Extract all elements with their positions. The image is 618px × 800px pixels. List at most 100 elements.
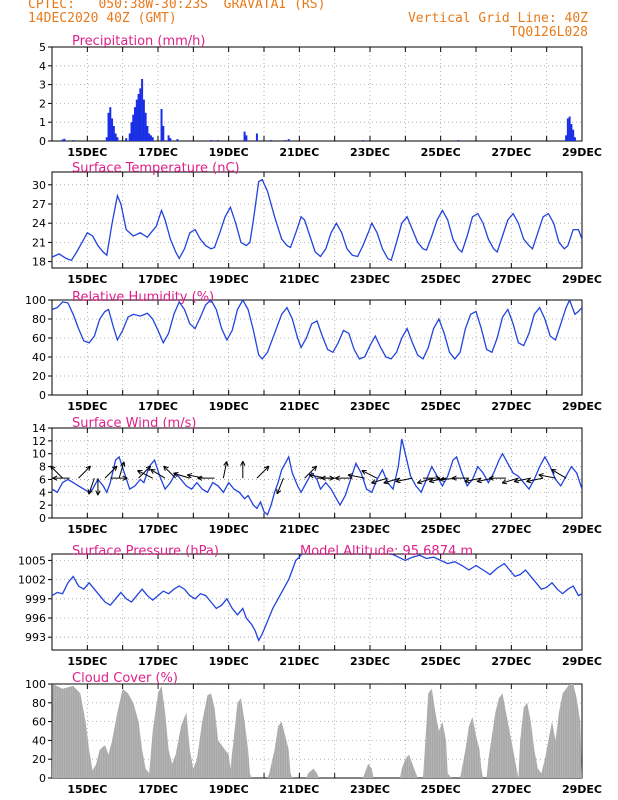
precip-bar <box>141 78 144 141</box>
wind-vector <box>118 461 126 479</box>
wind-vector <box>222 461 229 479</box>
precip-bar <box>160 109 163 141</box>
rh-xtick-label: 17DEC <box>138 400 178 413</box>
wind-vector <box>256 465 270 479</box>
precip-bar <box>137 94 140 141</box>
wind-vector <box>335 475 353 481</box>
precip-ytick-label: 5 <box>39 41 46 54</box>
precip-bar <box>105 137 108 141</box>
cloud-ytick-label: 20 <box>32 753 46 766</box>
wind-ytick-label: 0 <box>39 512 46 525</box>
wind-vector <box>538 473 556 479</box>
precip-bar <box>457 140 460 141</box>
rh-xtick-label: 15DEC <box>67 400 107 413</box>
pressure-ytick-label: 1005 <box>18 554 46 567</box>
precip-bar <box>135 99 138 141</box>
precip-title: Precipitation (mm/h) <box>72 34 205 49</box>
wind-vector <box>416 477 434 485</box>
pressure-ytick-label: 996 <box>25 612 46 625</box>
pressure-ytick-label: 993 <box>25 631 46 644</box>
station-info: CPTEC: 050:38W-30:23S GRAVATAI (RS) <box>28 0 326 12</box>
precip-bar <box>572 129 575 141</box>
pressure-xtick-label: 25DEC <box>421 655 461 668</box>
wind-vector <box>501 477 519 485</box>
pressure-xtick-label: 17DEC <box>138 655 178 668</box>
pressure-title: Surface Pressure (hPa) <box>72 544 219 559</box>
temp-xtick-label: 17DEC <box>138 273 178 286</box>
cloud-xtick-label: 29DEC <box>562 783 602 796</box>
precip-xtick-label: 17DEC <box>138 146 178 159</box>
wind-vector <box>104 465 118 479</box>
wind-vector <box>428 477 447 484</box>
precip-bar <box>270 140 273 141</box>
precip-ytick-label: 0 <box>39 135 46 148</box>
precip-bar <box>149 135 152 141</box>
wind-vector <box>110 475 128 481</box>
cloud-ytick-label: 60 <box>32 716 46 729</box>
wind-xtick-label: 15DEC <box>67 523 107 536</box>
precip-xtick-label: 15DEC <box>67 146 107 159</box>
precip-bar <box>114 133 117 141</box>
cloud-ytick-label: 0 <box>39 772 46 785</box>
wind-xtick-label: 23DEC <box>350 523 390 536</box>
precip-xtick-label: 23DEC <box>350 146 390 159</box>
temp-xtick-label: 19DEC <box>209 273 249 286</box>
precip-bar <box>111 118 114 141</box>
temp-xtick-label: 29DEC <box>562 273 602 286</box>
wind-vector <box>551 468 567 479</box>
pressure-xtick-label: 21DEC <box>279 655 319 668</box>
rh-frame <box>51 299 583 396</box>
precip-bar <box>132 114 135 141</box>
rh-xtick-label: 25DEC <box>421 400 461 413</box>
precip-bar <box>287 139 290 141</box>
rh-ytick-label: 20 <box>32 370 46 383</box>
wind-title: Surface Wind (m/s) <box>72 416 196 431</box>
rh-ytick-label: 0 <box>39 389 46 402</box>
precip-bar <box>128 133 131 141</box>
cloud-xtick-label: 15DEC <box>67 783 107 796</box>
precip-bar <box>148 133 151 141</box>
precip-xtick-label: 25DEC <box>421 146 461 159</box>
rh-title: Relative Humidity (%) <box>72 290 214 305</box>
rh-ytick-label: 40 <box>32 351 46 364</box>
precip-xtick-label: 29DEC <box>562 146 602 159</box>
cloud-xtick-label: 17DEC <box>138 783 178 796</box>
cloud-xtick-label: 23DEC <box>350 783 390 796</box>
precip-bar <box>61 139 64 141</box>
precip-frame <box>51 46 583 142</box>
wind-vector <box>304 465 318 479</box>
pressure-xtick-label: 15DEC <box>67 655 107 668</box>
cloud-title: Cloud Cover (%) <box>72 671 178 686</box>
precip-bar <box>162 125 165 141</box>
cloud-xtick-label: 25DEC <box>421 783 461 796</box>
wind-vector <box>371 477 388 485</box>
precip-bar <box>146 125 149 141</box>
precip-bar <box>361 140 364 141</box>
precip-ytick-label: 4 <box>39 60 46 73</box>
precip-bar <box>112 125 115 141</box>
wind-vector <box>50 465 63 479</box>
temp-ytick-label: 27 <box>32 198 46 211</box>
wind-xtick-label: 29DEC <box>562 523 602 536</box>
rh-xtick-label: 27DEC <box>491 400 531 413</box>
wind-vector <box>526 477 544 484</box>
wind-vector <box>137 470 153 479</box>
wind-vector <box>383 477 401 485</box>
wind-vector <box>173 471 190 479</box>
rh-xtick-label: 21DEC <box>279 400 319 413</box>
wind-vector <box>150 468 166 479</box>
wind-vector <box>163 465 177 479</box>
wind-ytick-label: 8 <box>39 461 46 474</box>
cloud-xtick-label: 21DEC <box>279 783 319 796</box>
pressure-series-line <box>52 554 582 642</box>
cloud-xtick-label: 27DEC <box>491 783 531 796</box>
precip-bar <box>284 140 287 141</box>
wind-xtick-label: 19DEC <box>209 523 249 536</box>
pressure-xtick-label: 19DEC <box>209 655 249 668</box>
precip-bar <box>107 112 110 141</box>
rh-xtick-label: 19DEC <box>209 400 249 413</box>
wind-vector <box>197 475 215 481</box>
temp-xtick-label: 21DEC <box>279 273 319 286</box>
wind-series-line <box>52 438 582 516</box>
